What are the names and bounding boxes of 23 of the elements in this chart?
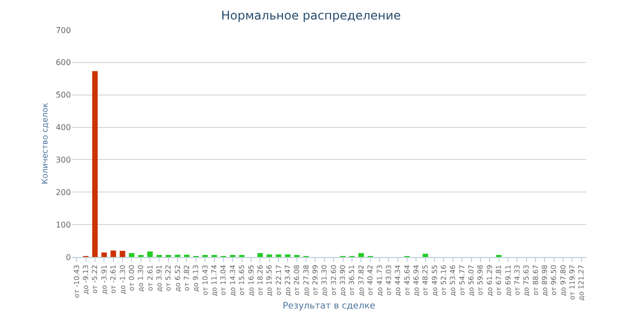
x-axis-title: Результат в сделке	[282, 301, 376, 312]
chart-title: Нормальное распределение	[221, 8, 401, 23]
y-tick-label: 400	[56, 123, 71, 132]
bar	[284, 254, 290, 257]
bar	[92, 71, 98, 257]
bar	[422, 254, 428, 257]
bar	[128, 253, 134, 257]
y-tick-label: 0	[66, 252, 71, 262]
y-tick-label: 100	[56, 220, 71, 230]
y-tick-label: 200	[56, 188, 71, 197]
bar	[276, 254, 282, 257]
bar	[101, 252, 107, 257]
bar	[120, 250, 126, 257]
y-axis-title: Количество сделок	[40, 102, 50, 184]
y-tick-label: 300	[56, 156, 71, 165]
bar	[257, 253, 263, 257]
bar	[147, 251, 153, 257]
y-tick-label: 500	[56, 90, 71, 100]
bar	[266, 254, 272, 257]
y-tick-label: 600	[56, 58, 71, 68]
y-tick-label: 700	[56, 26, 71, 35]
bar	[358, 253, 364, 257]
bar	[110, 250, 116, 257]
